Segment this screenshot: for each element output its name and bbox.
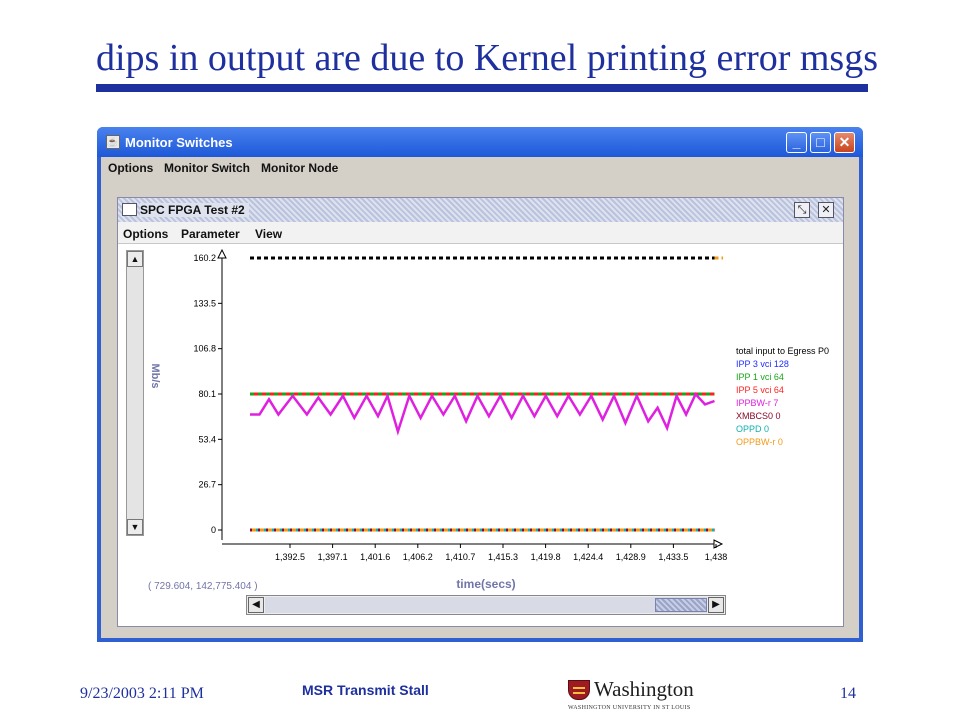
scroll-down-button[interactable]: ▼ xyxy=(127,519,143,535)
window-body: Options Monitor Switch Monitor Node SPC … xyxy=(101,157,859,638)
close-button[interactable]: ✕ xyxy=(834,132,855,153)
x-tick-label-4: 1,410.7 xyxy=(445,552,475,562)
frame-menu-parameter[interactable]: Parameter xyxy=(181,227,240,241)
frame-close-button[interactable]: ✕ xyxy=(818,202,834,218)
close-icon: ✕ xyxy=(821,204,831,216)
window-titlebar[interactable]: ☕ Monitor Switches _ □ ✕ xyxy=(97,127,863,157)
title-rule xyxy=(96,84,868,92)
y-tick-label-4: 53.4 xyxy=(198,434,216,444)
y-tick-label-2: 106.8 xyxy=(193,344,216,354)
throughput-chart: 160.2 133.5 106.8 80.1 53.4 26.7 0 Mb/s 1,392.5 1… xyxy=(149,248,728,591)
x-tick-label-2: 1,401.6 xyxy=(360,552,390,562)
minimize-icon: _ xyxy=(792,134,801,150)
x-tick-label-9: 1,433.5 xyxy=(658,552,688,562)
legend-title: total input to Egress P0 xyxy=(736,346,830,356)
x-tick-label-7: 1,424.4 xyxy=(573,552,603,562)
y-tick-label-5: 26.7 xyxy=(198,480,216,490)
y-tick-label-0: 160.2 xyxy=(193,253,216,263)
maximize-button[interactable]: □ xyxy=(810,132,831,153)
y-tick-label-6: 0 xyxy=(211,525,216,535)
app-icon: ☕ xyxy=(106,135,120,149)
scroll-right-button[interactable]: ▶ xyxy=(708,597,724,613)
x-tick-label-5: 1,415.3 xyxy=(488,552,518,562)
legend-ipp5: IPP 5 vci 64 xyxy=(736,385,784,395)
y-axis-label: Mb/s xyxy=(149,363,161,388)
maximize-icon: □ xyxy=(816,134,825,150)
x-tick-label-8: 1,428.9 xyxy=(616,552,646,562)
y-tick-label-1: 133.5 xyxy=(193,298,216,308)
legend-ipp3: IPP 3 vci 128 xyxy=(736,359,789,369)
x-tick-label-3: 1,406.2 xyxy=(403,552,433,562)
minimize-button[interactable]: _ xyxy=(786,132,807,153)
frame-icon xyxy=(122,203,137,216)
window-title: Monitor Switches xyxy=(125,135,233,150)
horizontal-scrollbar[interactable]: ◀ ▶ xyxy=(246,595,726,615)
footer-date: 9/23/2003 2:11 PM xyxy=(80,685,204,702)
arrow-up-icon: ▲ xyxy=(130,254,140,264)
chart-legend: total input to Egress P0 IPP 3 vci 128 I… xyxy=(736,345,829,449)
legend-xmbcs: XMBCS0 0 xyxy=(736,411,781,421)
arrow-left-icon: ◀ xyxy=(252,599,260,610)
scroll-track[interactable] xyxy=(265,597,707,613)
frame-menu-options[interactable]: Options xyxy=(123,227,169,241)
legend-ipp1: IPP 1 vci 64 xyxy=(736,372,784,382)
close-icon: ✕ xyxy=(838,134,851,150)
legend-oppbw: OPPBW-r 0 xyxy=(736,437,783,447)
frame-restore-button[interactable]: ⤡ xyxy=(794,202,810,218)
legend-ippbw: IPPBW-r 7 xyxy=(736,398,779,408)
x-axis-arrow xyxy=(713,539,724,549)
frame-menu-view[interactable]: View xyxy=(255,227,283,241)
legend-oppd: OPPD 0 xyxy=(736,424,770,434)
washington-logo: Washington WASHINGTON UNIVERSITY IN ST L… xyxy=(568,677,728,713)
scroll-up-button[interactable]: ▲ xyxy=(127,251,143,267)
spc-fpga-test-frame: SPC FPGA Test #2 ⤡ ✕ Options Parameter V… xyxy=(117,197,844,627)
coordinate-readout: ( 729.604, 142,775.404 ) xyxy=(148,581,258,592)
frame-menubar: Options Parameter View xyxy=(118,222,843,244)
menu-monitor-switch[interactable]: Monitor Switch xyxy=(164,161,250,175)
x-tick-label-6: 1,419.8 xyxy=(531,552,561,562)
x-tick-label-1: 1,397.1 xyxy=(318,552,348,562)
x-axis-label: time(secs) xyxy=(456,577,515,591)
logo-subtext: WASHINGTON UNIVERSITY IN ST LOUIS xyxy=(568,705,691,711)
menu-monitor-node[interactable]: Monitor Node xyxy=(261,161,339,175)
y-tick-label-3: 80.1 xyxy=(198,389,216,399)
slide-title: dips in output are due to Kernel printin… xyxy=(96,37,879,79)
scroll-thumb[interactable] xyxy=(655,598,707,612)
series-line-3 xyxy=(250,391,715,436)
arrow-right-icon: ▶ xyxy=(712,599,720,610)
arrow-down-icon: ▼ xyxy=(130,522,140,532)
page-number: 14 xyxy=(840,685,856,702)
x-tick-label-10: 1,438 xyxy=(705,552,728,562)
menu-options[interactable]: Options xyxy=(108,161,154,175)
frame-title: SPC FPGA Test #2 xyxy=(140,203,249,217)
y-axis-arrow xyxy=(217,248,227,259)
x-tick-label-0: 1,392.5 xyxy=(275,552,305,562)
restore-icon: ⤡ xyxy=(797,204,807,216)
vertical-scrollbar[interactable]: ▲ ▼ xyxy=(126,250,144,536)
footer-title: MSR Transmit Stall xyxy=(302,682,429,698)
shield-icon xyxy=(568,680,590,700)
frame-titlebar[interactable]: SPC FPGA Test #2 ⤡ ✕ xyxy=(118,198,843,222)
monitor-switches-window: ☕ Monitor Switches _ □ ✕ Options Monitor… xyxy=(97,127,863,642)
scroll-left-button[interactable]: ◀ xyxy=(248,597,264,613)
logo-wordmark: Washington xyxy=(594,677,694,701)
window-menubar: Options Monitor Switch Monitor Node xyxy=(101,157,859,179)
